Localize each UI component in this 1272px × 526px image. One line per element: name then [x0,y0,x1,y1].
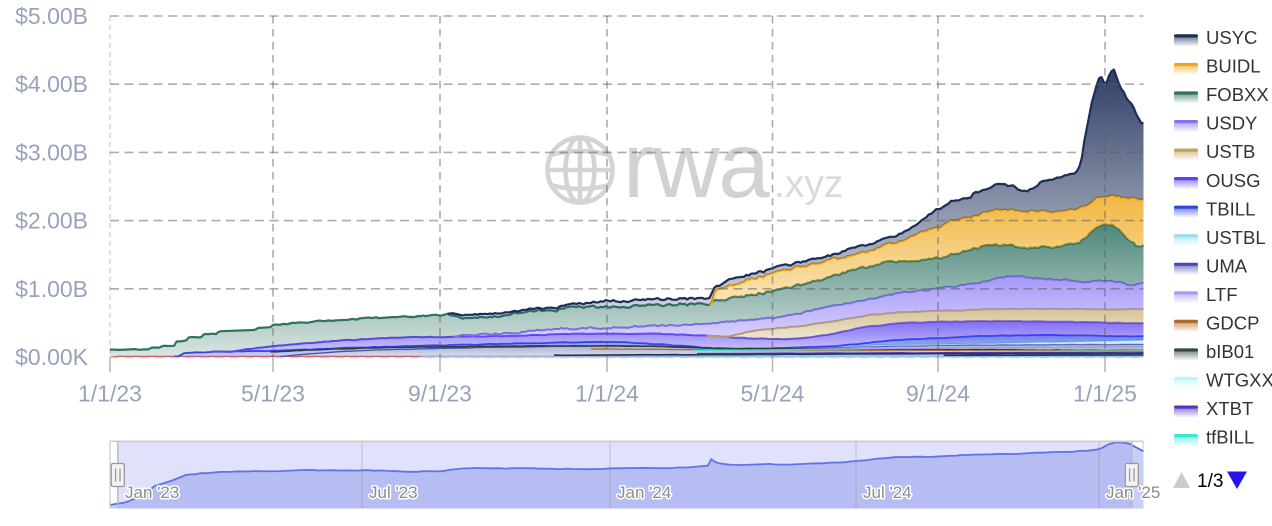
svg-text:5/1/23: 5/1/23 [241,381,305,407]
svg-text:$2.00B: $2.00B [15,208,88,234]
svg-text:tfBILL: tfBILL [1206,427,1254,448]
svg-text:GDCP: GDCP [1206,313,1259,334]
svg-text:Jul '24: Jul '24 [863,483,912,502]
svg-text:9/1/23: 9/1/23 [408,381,472,407]
svg-text:1/3: 1/3 [1197,471,1223,492]
svg-text:rwa: rwa [623,113,770,217]
svg-text:USDY: USDY [1206,113,1257,134]
svg-text:1/1/24: 1/1/24 [575,381,639,407]
svg-text:$0.00K: $0.00K [15,344,89,370]
svg-text:1/1/25: 1/1/25 [1073,381,1137,407]
svg-text:WTGXX: WTGXX [1206,370,1272,391]
svg-text:OUSG: OUSG [1206,170,1260,191]
svg-text:1/1/23: 1/1/23 [78,381,142,407]
svg-text:TBILL: TBILL [1206,198,1255,219]
svg-text:BUIDL: BUIDL [1206,56,1261,77]
svg-text:LTF: LTF [1206,284,1238,305]
svg-text:USTB: USTB [1206,141,1255,162]
svg-text:Jan '24: Jan '24 [617,483,671,502]
svg-text:Jan '25: Jan '25 [1106,483,1160,502]
svg-text:UMA: UMA [1206,255,1248,276]
svg-text:XTBT: XTBT [1206,398,1253,419]
svg-text:$4.00B: $4.00B [15,71,88,97]
svg-text:.xyz: .xyz [774,163,843,206]
svg-text:$3.00B: $3.00B [15,139,88,165]
svg-text:$5.00B: $5.00B [15,3,88,29]
svg-text:Jul '23: Jul '23 [369,483,418,502]
svg-text:FOBXX: FOBXX [1206,84,1269,105]
svg-text:Jan '23: Jan '23 [125,483,179,502]
svg-text:$1.00B: $1.00B [15,276,88,302]
svg-text:bIB01: bIB01 [1206,341,1254,362]
svg-text:USYC: USYC [1206,27,1257,48]
svg-text:9/1/24: 9/1/24 [906,381,970,407]
svg-text:5/1/24: 5/1/24 [741,381,805,407]
svg-text:USTBL: USTBL [1206,227,1266,248]
